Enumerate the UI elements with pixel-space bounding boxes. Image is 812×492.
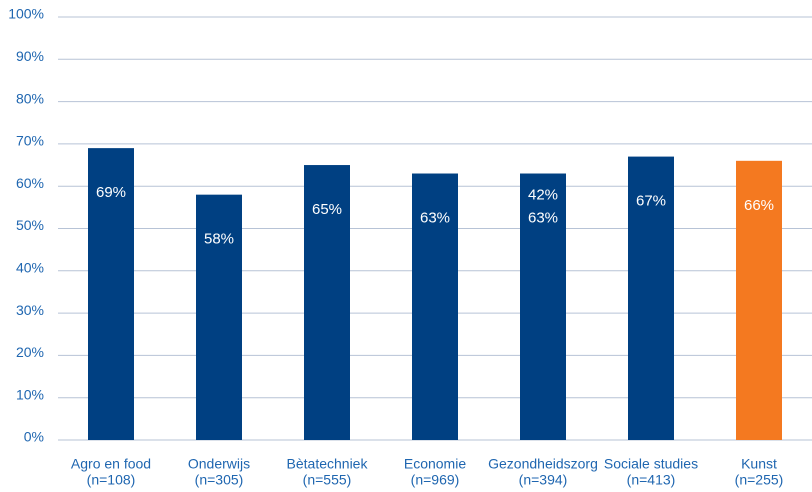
bar [412,173,458,440]
value-label: 63% [420,209,450,226]
x-tick-label: Economie [404,456,466,472]
x-tick-label: Sociale studies [604,456,698,472]
x-tick-note: (n=255) [735,472,784,488]
value-label: 63% [528,209,558,226]
x-tick-label: Bètatechniek [287,456,369,472]
x-tick-note: (n=394) [519,472,568,488]
y-tick-label: 30% [16,302,44,318]
x-tick-label: Onderwijs [188,456,250,472]
value-label: 65% [312,201,342,218]
x-tick-label: Kunst [741,456,777,472]
value-label: 67% [636,193,666,210]
bar [88,148,134,440]
y-tick-label: 40% [16,260,44,276]
bar [304,165,350,441]
y-tick-label: 0% [24,429,44,445]
x-tick-note: (n=305) [195,472,244,488]
annotation: 42% [528,186,558,203]
y-tick-label: 80% [16,90,44,106]
x-tick-note: (n=555) [303,472,352,488]
y-tick-label: 20% [16,344,44,360]
bar [736,160,782,440]
value-label: 66% [744,197,774,214]
bar [520,173,566,440]
x-tick-label: Gezondheidszorg [488,456,598,472]
bar [196,194,242,440]
value-label: 58% [204,231,234,248]
x-tick-label: Agro en food [71,456,151,472]
y-tick-label: 70% [16,133,44,149]
y-tick-label: 10% [16,386,44,402]
x-tick-note: (n=413) [627,472,676,488]
bar [628,156,674,440]
y-tick-label: 100% [8,6,44,22]
y-tick-label: 50% [16,217,44,233]
x-tick-note: (n=108) [87,472,136,488]
y-tick-label: 60% [16,175,44,191]
x-tick-note: (n=969) [411,472,460,488]
value-label: 69% [96,184,126,201]
y-tick-label: 90% [16,48,44,64]
